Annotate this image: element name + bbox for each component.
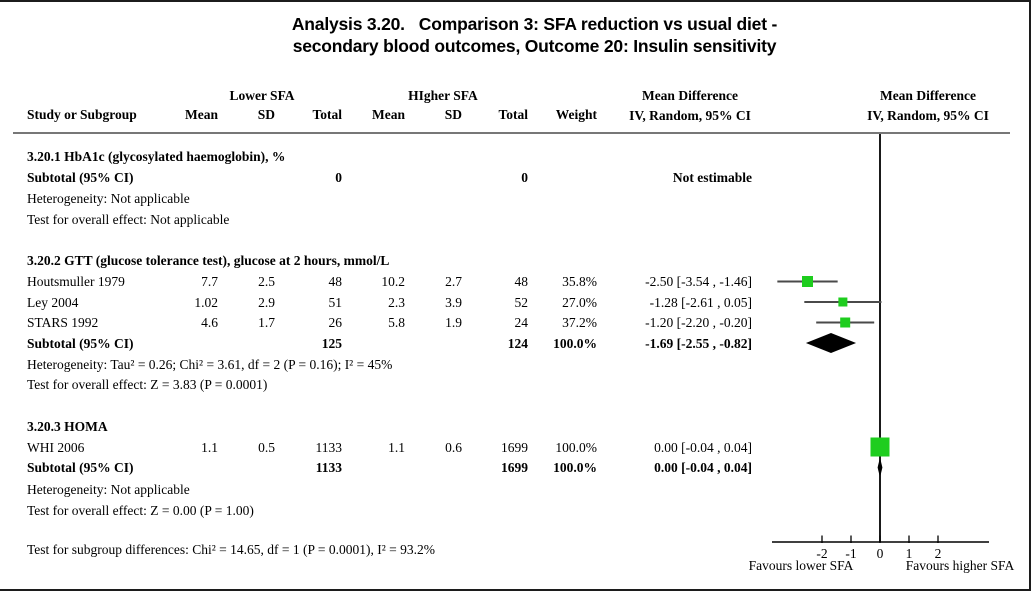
study-row: Houtsmuller 1979 7.7 2.5 48 10.2 2.7 48 35.8% -2… <box>27 272 752 292</box>
subtotal-row: Subtotal (95% CI) 1133 1699 100.0% 0.00 [-0.… <box>27 458 752 478</box>
pooled-diamond <box>877 457 883 478</box>
col-sd1-value: 2.5 <box>258 274 275 289</box>
column-header-row-inner: Study or Subgroup Mean SD Total Mean SD Total W… <box>27 105 752 125</box>
favours-right-label: Favours higher SFA <box>905 558 1015 573</box>
col-total2-value: 1699 <box>501 460 528 475</box>
overall-effect-note: Test for overall effect: Z = 3.83 (P = 0… <box>27 377 268 392</box>
col-ci-value: -1.20 [-2.20 , -0.20] <box>645 315 752 330</box>
col-total1-value: 1133 <box>315 460 342 475</box>
col-weight-header: Weight <box>555 107 597 122</box>
effect-square <box>840 317 851 328</box>
col-total2-value: 124 <box>507 335 528 351</box>
col-ci-value: -1.28 [-2.61 , 0.05] <box>649 294 752 310</box>
col-total2-value: 1699 <box>501 439 528 455</box>
study-label: Ley 2004 <box>27 294 79 310</box>
group-header-lower-sfa: Lower SFA <box>229 88 295 103</box>
col-ci-value: -1.69 [-2.55 , -0.82] <box>645 335 752 351</box>
col-ci-value: Not estimable <box>672 170 752 185</box>
plot-header-line2: IV, Random, 95% CI <box>867 108 989 123</box>
overall-effect-note: Test for overall effect: Not applicable <box>27 212 230 227</box>
effect-header-line2: IV, Random, 95% CI <box>629 108 751 123</box>
effect-square <box>870 437 890 457</box>
col-weight-value: 100.0% <box>555 439 597 455</box>
section-heading: 3.20.2 GTT (glucose tolerance test), glu… <box>27 253 390 268</box>
effect-estimate-column-header: Mean Difference IV, Random, 95% CI <box>580 86 800 126</box>
col-total2-value: 0 <box>521 170 528 185</box>
effect-square <box>838 297 848 307</box>
study-row: Ley 2004 1.02 2.9 51 2.3 3.9 52 27.0% -1.28 [-2.… <box>27 293 752 313</box>
subtotal-row: Subtotal (95% CI) 0 0 Not estimable <box>27 168 752 188</box>
col-sd1-value: 1.7 <box>258 315 275 330</box>
plot-header-line1: Mean Difference <box>879 88 977 103</box>
col-mean2-value: 1.1 <box>388 439 405 455</box>
col-sd2-value: 1.9 <box>445 315 462 330</box>
subtotal-row: Subtotal (95% CI) 125 124 100.0% -1.69 [-2.5… <box>27 334 752 354</box>
col-mean2-value: 5.8 <box>388 315 405 330</box>
col-sd1-value: 2.9 <box>258 294 275 310</box>
study-label: WHI 2006 <box>27 439 85 455</box>
study-row: STARS 1992 4.6 1.7 26 5.8 1.9 24 37.2% -1.20 [-2… <box>27 313 752 333</box>
col-mean1-value: 1.02 <box>194 294 218 310</box>
heterogeneity-note: Heterogeneity: Tau² = 0.26; Chi² = 3.61,… <box>27 356 393 372</box>
col-total1-header: Total <box>312 107 342 122</box>
effect-header-line1: Mean Difference <box>641 88 739 103</box>
study-row: WHI 2006 1.1 0.5 1133 1.1 0.6 1699 100.0% 0.00 [… <box>27 438 752 458</box>
col-total1-value: 48 <box>328 274 343 289</box>
study-label: STARS 1992 <box>27 315 99 330</box>
col-ci-value: -2.50 [-3.54 , -1.46] <box>645 274 752 289</box>
heterogeneity-note: Heterogeneity: Not applicable <box>27 481 190 497</box>
col-total1-value: 26 <box>328 315 343 330</box>
figure-title-line2: secondary blood outcomes, Outcome 20: In… <box>292 36 777 56</box>
col-study-header: Study or Subgroup <box>27 107 137 122</box>
group-header-higher-sfa: HIgher SFA <box>408 88 478 103</box>
col-mean1-value: 1.1 <box>201 439 218 455</box>
col-mean2-header: Mean <box>372 107 405 122</box>
col-weight-value: 37.2% <box>562 315 597 330</box>
col-mean1-value: 4.6 <box>201 315 218 330</box>
pooled-diamond <box>805 333 857 353</box>
subtotal-label: Subtotal (95% CI) <box>27 170 134 185</box>
col-total1-value: 125 <box>321 335 342 351</box>
figure-title: Analysis 3.20. Comparison 3: SFA reducti… <box>0 13 1029 57</box>
subtotal-label: Subtotal (95% CI) <box>27 460 134 475</box>
subtotal-label: Subtotal (95% CI) <box>27 335 134 351</box>
col-total1-value: 0 <box>335 170 342 185</box>
col-sd2-value: 2.7 <box>445 274 462 289</box>
col-weight-value: 100.0% <box>553 460 597 475</box>
subgroup-differences-test: Test for subgroup differences: Chi² = 14… <box>27 542 436 557</box>
col-total2-value: 48 <box>514 274 529 289</box>
effect-square <box>802 276 813 287</box>
favours-left-label: Favours lower SFA <box>748 558 854 573</box>
col-total2-header: Total <box>498 107 528 122</box>
col-sd2-value: 0.6 <box>445 439 462 455</box>
col-total2-value: 52 <box>514 294 529 310</box>
section-heading: 3.20.1 HbA1c (glycosylated haemoglobin),… <box>27 149 286 164</box>
header-divider-rule <box>13 132 1010 134</box>
col-mean2-value: 2.3 <box>388 294 405 310</box>
col-total2-value: 24 <box>514 315 529 330</box>
figure-title-line1: Analysis 3.20. Comparison 3: SFA reducti… <box>291 14 778 34</box>
col-sd2-header: SD <box>444 107 462 122</box>
study-label: Houtsmuller 1979 <box>27 274 125 289</box>
col-weight-value: 35.8% <box>562 274 597 289</box>
col-mean1-value: 7.7 <box>201 274 218 289</box>
col-weight-value: 100.0% <box>553 335 597 351</box>
col-total1-value: 51 <box>328 294 343 310</box>
col-sd1-value: 0.5 <box>258 439 275 455</box>
col-weight-value: 27.0% <box>562 294 597 310</box>
col-sd2-value: 3.9 <box>445 294 462 310</box>
col-mean1-header: Mean <box>185 107 218 122</box>
overall-effect-note: Test for overall effect: Z = 0.00 (P = 1… <box>27 502 254 518</box>
col-sd1-header: SD <box>257 107 275 122</box>
col-mean2-value: 10.2 <box>381 274 405 289</box>
section-heading: 3.20.3 HOMA <box>27 419 108 434</box>
plot-column-header: Mean Difference IV, Random, 95% CI <box>818 86 1029 126</box>
heterogeneity-note: Heterogeneity: Not applicable <box>27 191 190 206</box>
col-ci-value: 0.00 [-0.04 , 0.04] <box>654 460 752 475</box>
col-total1-value: 1133 <box>315 439 343 455</box>
col-ci-value: 0.00 [-0.04 , 0.04] <box>654 439 752 455</box>
